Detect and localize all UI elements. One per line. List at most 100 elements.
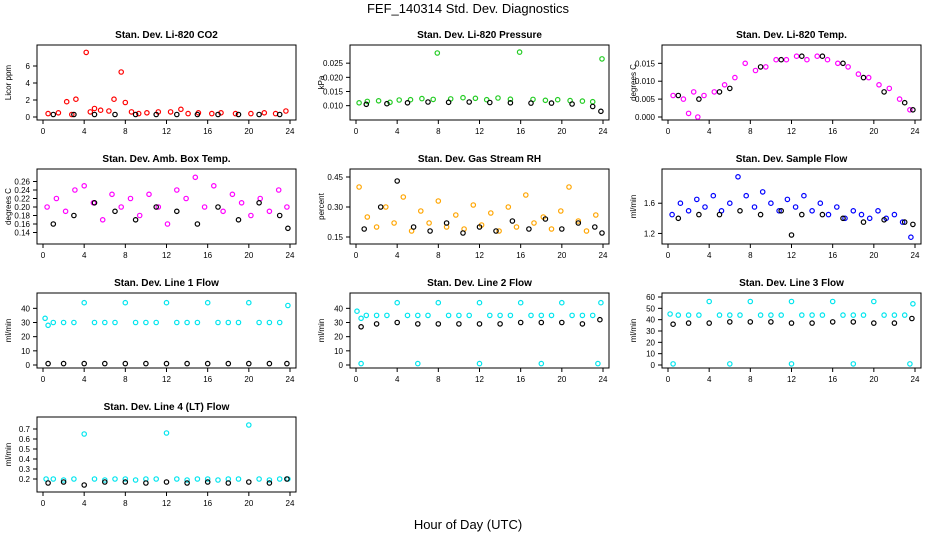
data-point bbox=[680, 96, 687, 102]
y-tick-label: 40 bbox=[21, 304, 30, 313]
data-point bbox=[435, 321, 442, 327]
data-point bbox=[42, 315, 48, 322]
data-point bbox=[809, 320, 815, 326]
data-point bbox=[776, 208, 782, 214]
y-axis-label: ml/min bbox=[4, 443, 13, 467]
data-point bbox=[566, 184, 572, 190]
data-point bbox=[569, 101, 575, 107]
data-point bbox=[185, 110, 191, 117]
data-point bbox=[163, 299, 170, 306]
data-point bbox=[575, 218, 582, 224]
data-point bbox=[824, 56, 831, 63]
data-point bbox=[798, 312, 805, 318]
data-point bbox=[102, 477, 108, 483]
data-point bbox=[845, 64, 851, 70]
y-tick-label: 6 bbox=[26, 62, 31, 71]
data-point bbox=[163, 430, 170, 436]
data-point bbox=[850, 361, 857, 367]
y-tick-label: 2 bbox=[26, 96, 31, 105]
data-point bbox=[528, 312, 534, 319]
data-point bbox=[910, 221, 916, 228]
data-point bbox=[91, 476, 98, 482]
panel-2: Stan. Dev. Li-820 Pressure kPa 0 4 8 12 16 20 24… bbox=[317, 30, 610, 136]
x-tick-label: 4 bbox=[707, 375, 712, 384]
x-tick-label: 8 bbox=[748, 375, 753, 384]
data-point bbox=[476, 360, 483, 367]
y-tick-label: 0.6 bbox=[19, 435, 31, 444]
data-point bbox=[865, 74, 872, 81]
data-point bbox=[44, 204, 50, 210]
data-point bbox=[81, 482, 88, 488]
data-point bbox=[276, 111, 283, 118]
data-point bbox=[174, 208, 180, 215]
x-tick-label: 8 bbox=[436, 375, 441, 384]
data-point bbox=[215, 111, 221, 118]
data-point bbox=[716, 312, 723, 318]
data-point bbox=[373, 224, 380, 230]
data-point bbox=[542, 97, 549, 104]
data-point bbox=[235, 319, 242, 326]
data-point bbox=[850, 319, 857, 325]
data-point bbox=[538, 319, 545, 326]
data-point bbox=[670, 361, 676, 367]
x-tick-label: 0 bbox=[41, 375, 46, 384]
data-point bbox=[819, 312, 826, 318]
data-point bbox=[583, 228, 590, 234]
data-point bbox=[675, 92, 682, 99]
data-point bbox=[122, 99, 129, 106]
data-point bbox=[102, 479, 108, 485]
y-axis-label: ml/min bbox=[629, 195, 638, 219]
data-point bbox=[275, 187, 282, 193]
data-point bbox=[55, 110, 62, 116]
data-point bbox=[526, 226, 532, 232]
data-point bbox=[184, 360, 190, 367]
data-point bbox=[225, 360, 232, 367]
data-point bbox=[284, 476, 290, 482]
x-tick-label: 12 bbox=[787, 375, 796, 384]
data-point bbox=[204, 299, 211, 306]
data-point bbox=[726, 312, 733, 318]
y-tick-label: 1.2 bbox=[644, 229, 656, 238]
data-point bbox=[907, 361, 913, 367]
data-point bbox=[364, 98, 371, 105]
data-point bbox=[102, 319, 108, 326]
data-point bbox=[153, 476, 160, 482]
data-point bbox=[597, 316, 603, 323]
data-point bbox=[204, 476, 211, 482]
data-point bbox=[742, 60, 749, 67]
data-point bbox=[225, 480, 232, 486]
data-point bbox=[528, 100, 534, 106]
data-point bbox=[693, 196, 700, 203]
x-tick-label: 0 bbox=[354, 375, 359, 384]
panel-title: Stan. Dev. Line 4 (LT) Flow bbox=[104, 402, 230, 413]
x-tick-label: 8 bbox=[123, 251, 128, 260]
data-point bbox=[670, 92, 676, 99]
data-point bbox=[694, 114, 701, 120]
data-point bbox=[599, 230, 605, 236]
data-point bbox=[361, 226, 368, 232]
data-point bbox=[91, 319, 98, 326]
data-point bbox=[834, 60, 841, 67]
x-tick-label: 20 bbox=[244, 499, 253, 508]
data-point bbox=[285, 302, 291, 309]
x-tick-label: 20 bbox=[244, 251, 253, 260]
data-point bbox=[112, 476, 118, 482]
plot-frame bbox=[349, 292, 610, 369]
data-point bbox=[427, 228, 433, 234]
data-point bbox=[788, 232, 795, 238]
data-point bbox=[858, 211, 865, 218]
data-point bbox=[685, 208, 692, 214]
x-tick-label: 0 bbox=[41, 127, 46, 136]
data-point bbox=[194, 111, 201, 118]
x-tick-label: 20 bbox=[557, 251, 566, 260]
data-point bbox=[435, 198, 442, 204]
x-tick-label: 16 bbox=[516, 127, 525, 136]
x-tick-label: 24 bbox=[911, 251, 920, 260]
data-point bbox=[71, 476, 77, 482]
data-point bbox=[516, 49, 523, 55]
data-point bbox=[194, 476, 201, 482]
data-point bbox=[50, 476, 57, 482]
y-tick-label: 0.24 bbox=[14, 186, 30, 195]
plot-frame bbox=[36, 292, 297, 369]
data-point bbox=[896, 96, 903, 102]
